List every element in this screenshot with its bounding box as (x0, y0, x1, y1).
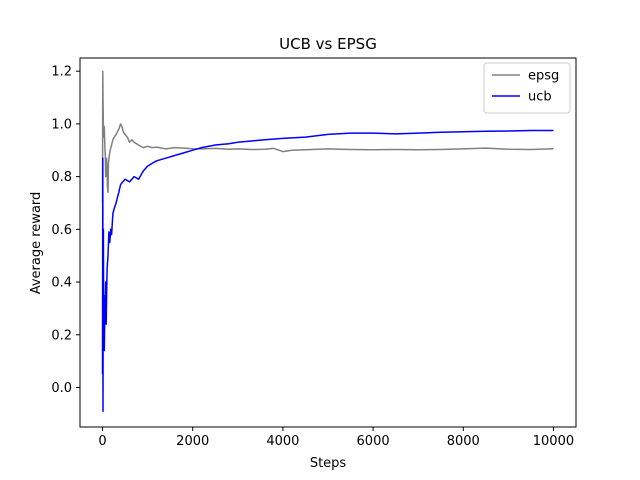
y-tick-label: 0.0 (51, 381, 72, 396)
y-tick-label: 0.2 (51, 328, 72, 343)
x-tick-label: 2000 (176, 434, 209, 449)
x-axis: 0 2000 4000 6000 8000 10000 (98, 427, 574, 449)
chart-title: UCB vs EPSG (279, 35, 377, 53)
y-tick-label: 0.6 (51, 223, 72, 238)
legend-label-ucb: ucb (528, 90, 552, 105)
x-tick-label: 6000 (357, 434, 390, 449)
legend-label-epsg: epsg (528, 69, 559, 84)
y-tick-label: 0.8 (51, 170, 72, 185)
y-tick-label: 0.4 (51, 276, 72, 291)
x-axis-label: Steps (310, 456, 347, 471)
x-tick-label: 10000 (533, 434, 574, 449)
plot-lines (101, 70, 554, 412)
x-tick-label: 4000 (266, 434, 299, 449)
legend: epsg ucb (483, 62, 571, 114)
series-line-ucb (101, 129, 554, 412)
y-tick-label: 1.2 (51, 65, 72, 80)
x-tick-label: 0 (98, 434, 106, 449)
plot-frame (79, 57, 577, 428)
y-axis: 0.0 0.2 0.4 0.6 0.8 1.0 1.2 (51, 65, 80, 396)
y-axis-label: Average reward (29, 192, 44, 295)
x-tick-label: 8000 (447, 434, 480, 449)
y-tick-label: 1.0 (51, 117, 72, 132)
series-line-epsg (101, 70, 554, 204)
